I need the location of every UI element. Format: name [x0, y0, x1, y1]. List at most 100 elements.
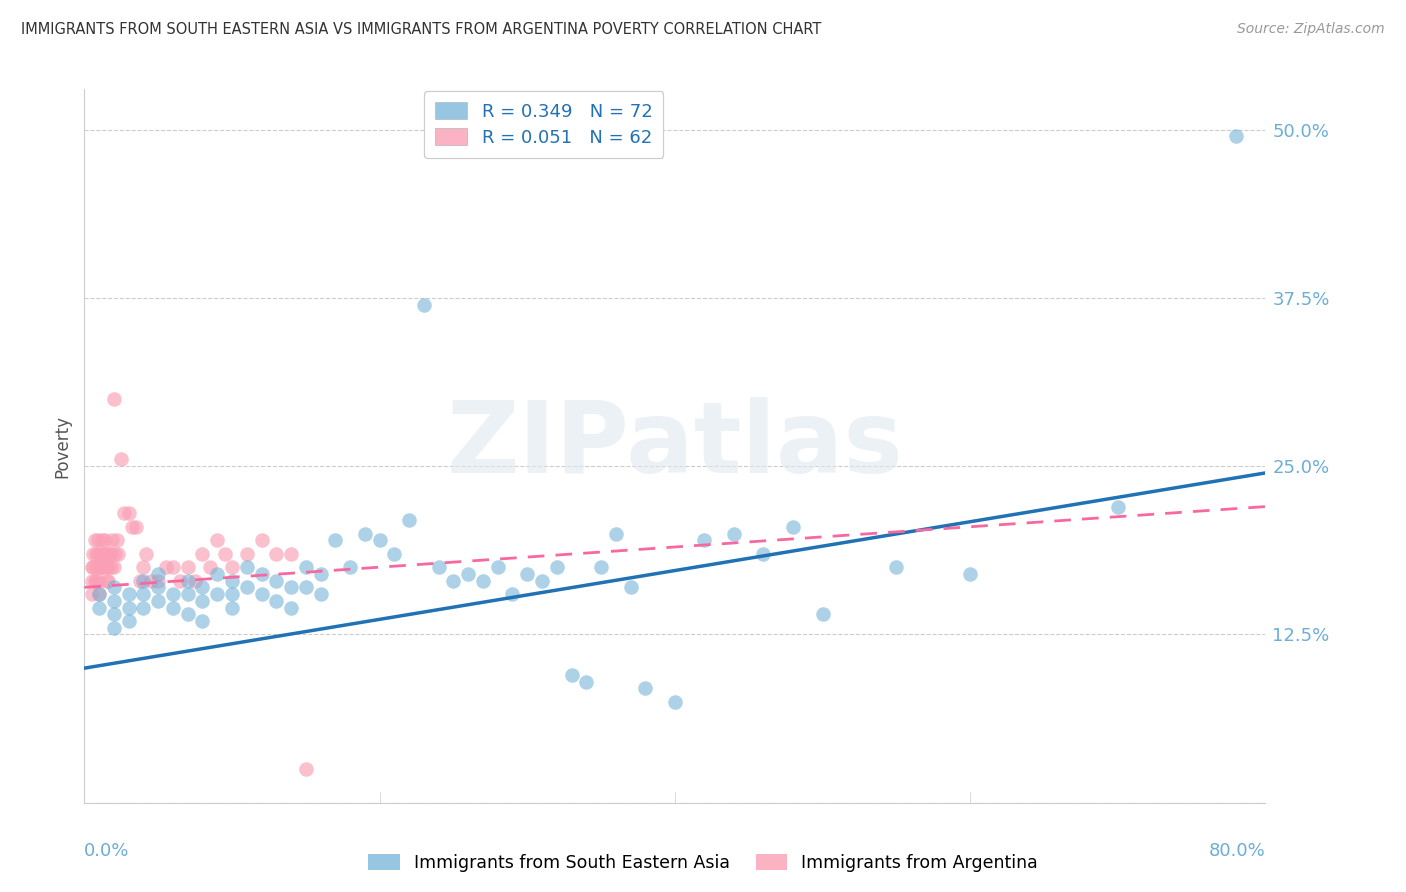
Point: [382, 547, 406, 561]
Point: [118, 506, 141, 520]
Point: [264, 594, 288, 608]
Point: [723, 526, 745, 541]
Point: [90, 547, 112, 561]
Point: [169, 574, 191, 588]
Text: Source: ZipAtlas.com: Source: ZipAtlas.com: [1237, 22, 1385, 37]
Point: [118, 587, 141, 601]
Point: [90, 560, 112, 574]
Point: [148, 566, 170, 581]
Point: [155, 560, 177, 574]
Point: [89, 574, 111, 588]
Point: [184, 574, 207, 588]
Point: [86, 547, 108, 561]
Point: [191, 580, 214, 594]
Point: [398, 513, 420, 527]
Point: [96, 574, 118, 588]
Point: [98, 547, 121, 561]
Point: [94, 547, 117, 561]
Point: [221, 574, 243, 588]
Point: [125, 520, 148, 534]
Point: [84, 574, 107, 588]
Point: [162, 600, 184, 615]
Point: [118, 614, 141, 628]
Point: [177, 560, 200, 574]
Point: [198, 560, 221, 574]
Point: [368, 533, 391, 548]
Point: [664, 695, 686, 709]
Point: [486, 560, 509, 574]
Point: [354, 526, 377, 541]
Text: 0.0%: 0.0%: [84, 842, 129, 860]
Point: [82, 560, 104, 574]
Text: 80.0%: 80.0%: [1209, 842, 1265, 860]
Point: [221, 560, 243, 574]
Point: [132, 574, 155, 588]
Point: [107, 547, 129, 561]
Point: [103, 594, 125, 608]
Point: [530, 574, 553, 588]
Point: [162, 560, 184, 574]
Point: [236, 547, 259, 561]
Point: [323, 533, 347, 548]
Point: [129, 574, 152, 588]
Point: [148, 594, 170, 608]
Point: [591, 560, 613, 574]
Point: [472, 574, 495, 588]
Point: [97, 560, 120, 574]
Point: [441, 574, 464, 588]
Point: [96, 560, 118, 574]
Point: [103, 392, 125, 406]
Point: [91, 533, 114, 548]
Point: [205, 587, 228, 601]
Point: [84, 560, 107, 574]
Point: [413, 298, 436, 312]
Point: [105, 533, 128, 548]
Point: [132, 600, 155, 615]
Point: [100, 547, 122, 561]
Point: [80, 574, 103, 588]
Legend: R = 0.349   N = 72, R = 0.051   N = 62: R = 0.349 N = 72, R = 0.051 N = 62: [425, 91, 664, 158]
Point: [221, 587, 243, 601]
Point: [339, 560, 361, 574]
Point: [250, 533, 273, 548]
Point: [97, 574, 120, 588]
Point: [205, 566, 228, 581]
Point: [103, 560, 125, 574]
Point: [575, 674, 598, 689]
Point: [86, 533, 108, 548]
Point: [89, 560, 111, 574]
Y-axis label: Poverty: Poverty: [53, 415, 72, 477]
Point: [103, 580, 125, 594]
Point: [295, 762, 318, 776]
Point: [264, 547, 288, 561]
Point: [886, 560, 908, 574]
Point: [295, 560, 318, 574]
Point: [280, 547, 302, 561]
Point: [110, 452, 132, 467]
Point: [89, 587, 111, 601]
Point: [280, 580, 302, 594]
Point: [101, 533, 124, 548]
Point: [121, 520, 143, 534]
Point: [264, 574, 288, 588]
Point: [93, 560, 115, 574]
Point: [84, 547, 107, 561]
Point: [148, 580, 170, 594]
Point: [89, 587, 111, 601]
Point: [309, 566, 332, 581]
Point: [191, 594, 214, 608]
Point: [811, 607, 834, 622]
Point: [135, 547, 157, 561]
Point: [236, 580, 259, 594]
Point: [752, 547, 775, 561]
Point: [782, 520, 804, 534]
Point: [205, 533, 228, 548]
Point: [457, 566, 479, 581]
Point: [605, 526, 627, 541]
Point: [132, 560, 155, 574]
Point: [82, 547, 104, 561]
Point: [501, 587, 523, 601]
Point: [118, 600, 141, 615]
Point: [516, 566, 538, 581]
Point: [80, 587, 103, 601]
